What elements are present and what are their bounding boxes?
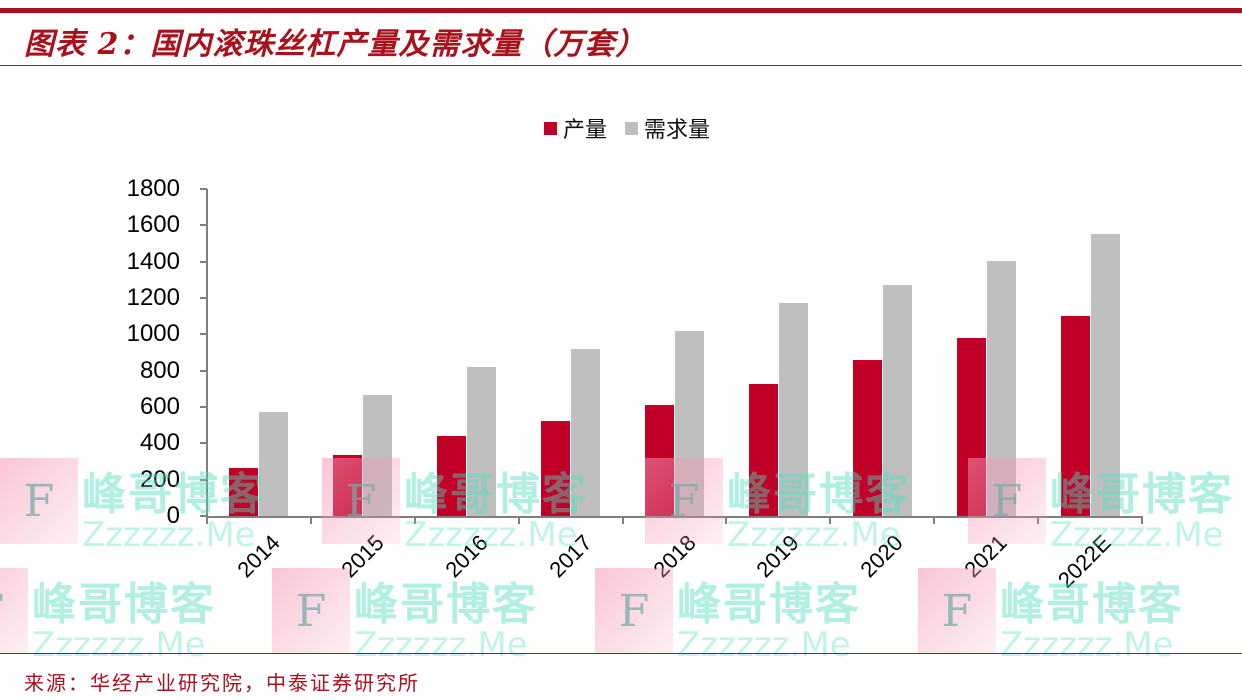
y-axis [206, 189, 208, 517]
legend-label-production: 产量 [563, 118, 608, 143]
y-tick-label: 0 [166, 502, 180, 529]
x-tick-label: 2018 [647, 530, 701, 583]
bar-demand [778, 302, 808, 516]
x-tick-label: 2016 [440, 530, 493, 583]
x-tick-label: 2014 [232, 530, 285, 583]
bar-demand [1090, 233, 1120, 516]
y-tick-label: 1800 [126, 175, 180, 202]
x-tick-label: 2019 [751, 530, 805, 583]
y-tick-label: 600 [139, 393, 180, 420]
legend-item-demand: 需求量 [625, 112, 710, 144]
y-tick [200, 369, 207, 372]
y-tick-label: 800 [139, 356, 180, 384]
x-tick [1141, 517, 1143, 524]
bar-production [748, 383, 778, 516]
top-rule [0, 8, 1242, 13]
legend-label-demand: 需求量 [644, 118, 711, 143]
x-tick-label: 2020 [855, 530, 908, 583]
x-tick [413, 517, 416, 524]
x-tick [517, 517, 520, 524]
bar-demand [363, 395, 393, 516]
y-tick [200, 406, 207, 408]
bar-demand [571, 348, 601, 516]
bar-demand [467, 367, 497, 516]
x-tick [933, 517, 936, 524]
y-tick-label: 1600 [126, 211, 180, 239]
y-tick [200, 224, 207, 227]
y-tick [200, 297, 207, 299]
title-rule [0, 65, 1242, 66]
y-tick-label: 200 [139, 465, 180, 493]
y-tick-label: 1200 [126, 284, 180, 311]
x-tick [1037, 517, 1040, 524]
x-tick-label: 2022E [1053, 530, 1116, 593]
bar-demand [675, 330, 704, 516]
y-tick [200, 333, 207, 336]
chart-title: 图表 2：国内滚珠丝杠产量及需求量（万套） [24, 27, 647, 62]
y-tick [200, 188, 207, 190]
legend: 产量 需求量 [544, 112, 720, 144]
y-tick-label: 1400 [126, 247, 180, 275]
bar-demand [882, 284, 912, 516]
source-note: 来源：华经产业研究院，中泰证券研究所 [24, 671, 420, 695]
y-tick [200, 515, 207, 517]
bar-production [437, 436, 467, 516]
x-tick-label: 2021 [959, 530, 1012, 583]
y-tick [200, 478, 207, 481]
bar-production [956, 337, 986, 516]
bar-demand [986, 260, 1016, 516]
bar-production [852, 359, 882, 516]
legend-swatch-demand [625, 121, 639, 135]
x-tick-label: 2015 [336, 530, 389, 583]
x-tick [206, 517, 208, 524]
x-tick [829, 517, 832, 524]
bar-production [541, 420, 571, 516]
y-tick [200, 260, 207, 263]
legend-swatch-production [544, 121, 557, 135]
bar-production [229, 467, 259, 516]
bar-production [645, 405, 674, 516]
y-tick [200, 442, 207, 445]
y-tick-label: 1000 [126, 320, 180, 348]
legend-item-production: 产量 [544, 112, 607, 144]
x-tick [725, 517, 728, 524]
x-axis [206, 516, 1143, 518]
x-tick [309, 517, 312, 524]
bar-demand [259, 411, 289, 516]
x-tick-label: 2017 [543, 530, 597, 583]
x-tick [621, 517, 624, 524]
bar-production [333, 455, 363, 516]
bar-production [1060, 315, 1090, 516]
bottom-rule [0, 653, 1242, 654]
y-tick-label: 400 [139, 429, 180, 457]
